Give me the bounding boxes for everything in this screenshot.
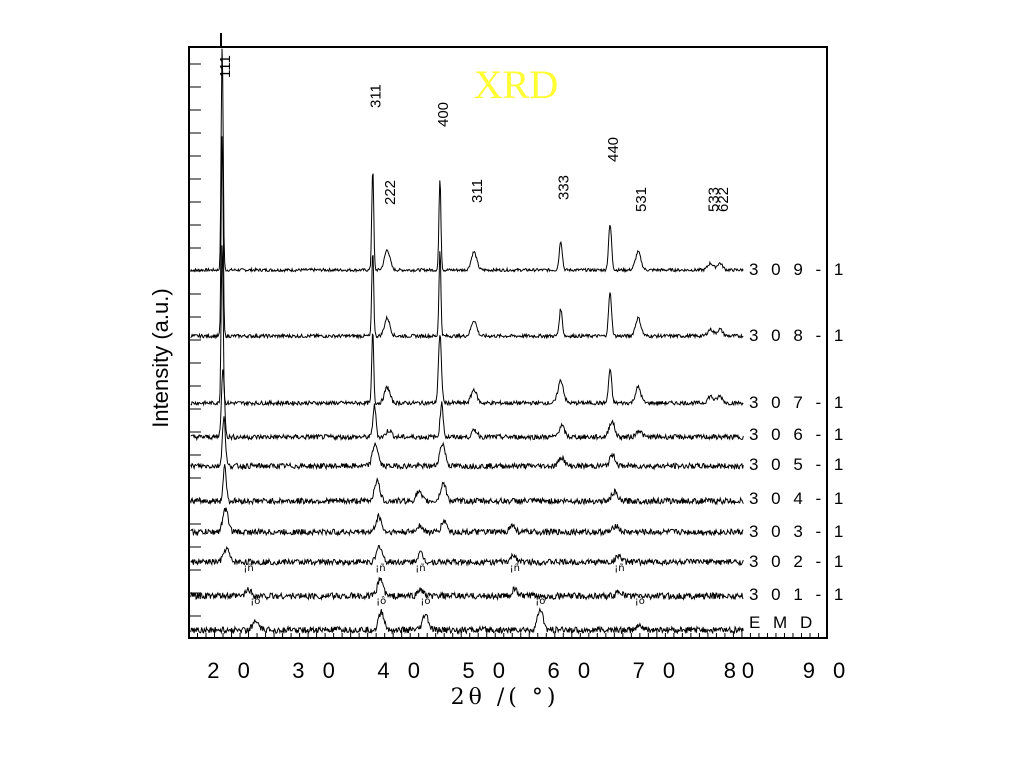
trace-label: E M D (749, 613, 816, 632)
x-axis-label: 2θ /( °) (451, 685, 560, 710)
reflection-label: 440 (605, 137, 622, 162)
y-axis-label: Intensity (a.u.) (148, 288, 173, 427)
reflection-label: 333 (556, 175, 573, 200)
x-tick-label: 6 0 (548, 658, 597, 683)
x-tick-label: 9 0 (803, 658, 852, 683)
plot-frame (188, 46, 828, 639)
reflection-label: 533 (705, 187, 722, 212)
phase-marker: ¡ô (420, 595, 430, 607)
xrd-trace (190, 507, 744, 537)
reflection-label: 400 (435, 102, 452, 127)
xrd-trace (190, 136, 744, 340)
xrd-trace (190, 369, 744, 442)
reflection-label: 622 (715, 187, 732, 212)
trace-label: 3 0 4 - 1 (749, 489, 847, 508)
trace-label: 3 0 6 - 1 (749, 425, 847, 444)
phase-markers: ¡ñ ¡ñ ¡ñ ¡ñ ¡ñ ¡ô ¡ô ¡ô ¡ô ¡ô (243, 563, 645, 607)
reflection-label: 311 (368, 84, 385, 108)
reflection-label: 311 (469, 179, 486, 203)
xrd-trace (190, 48, 744, 273)
xrd-trace (190, 607, 744, 636)
x-tick-labels: 2 0 3 0 4 0 5 0 6 0 7 0 80 9 0 (207, 658, 852, 683)
xrd-trace (190, 577, 744, 602)
reflection-label: 111 (217, 55, 234, 78)
reflection-label: 531 (633, 187, 650, 212)
trace-label: 3 0 8 - 1 (749, 326, 847, 345)
xrd-trace (190, 245, 744, 407)
trace-label: 3 0 5 - 1 (749, 455, 847, 474)
phase-marker: ¡ô (635, 595, 645, 607)
phase-marker: ¡ô (250, 595, 260, 607)
trace-label: 3 0 3 - 1 (749, 522, 847, 541)
x-tick-label: 80 (724, 658, 760, 683)
x-tick-label: 2 0 (207, 658, 256, 683)
reflection-label: 222 (382, 180, 399, 205)
xrd-trace (190, 416, 744, 471)
x-tick-label: 7 0 (633, 658, 682, 683)
phase-marker: ¡ñ (614, 563, 624, 574)
phase-marker: ¡ñ (243, 563, 253, 574)
x-tick-label: 5 0 (462, 658, 511, 683)
xrd-traces (190, 48, 744, 636)
x-tick-label: 3 0 (292, 658, 341, 683)
trace-label: 3 0 9 - 1 (749, 260, 847, 279)
chart-title: XRD (474, 62, 558, 107)
trace-labels: 3 0 9 - 1 3 0 8 - 1 3 0 7 - 1 3 0 6 - 1 3 0 … (749, 260, 847, 632)
phase-marker: ¡ô (376, 595, 386, 607)
axis-ticks (188, 63, 828, 638)
trace-label: 3 0 1 - 1 (749, 585, 847, 604)
x-tick-label: 4 0 (377, 658, 426, 683)
xrd-trace (190, 464, 744, 506)
trace-label: 3 0 7 - 1 (749, 393, 847, 412)
xrd-trace (190, 544, 744, 567)
phase-marker: ¡ñ (415, 563, 425, 574)
phase-marker: ¡ñ (510, 563, 520, 574)
phase-marker: ¡ô (535, 595, 545, 607)
phase-marker: ¡ñ (375, 563, 385, 574)
trace-label: 3 0 2 - 1 (749, 552, 847, 571)
